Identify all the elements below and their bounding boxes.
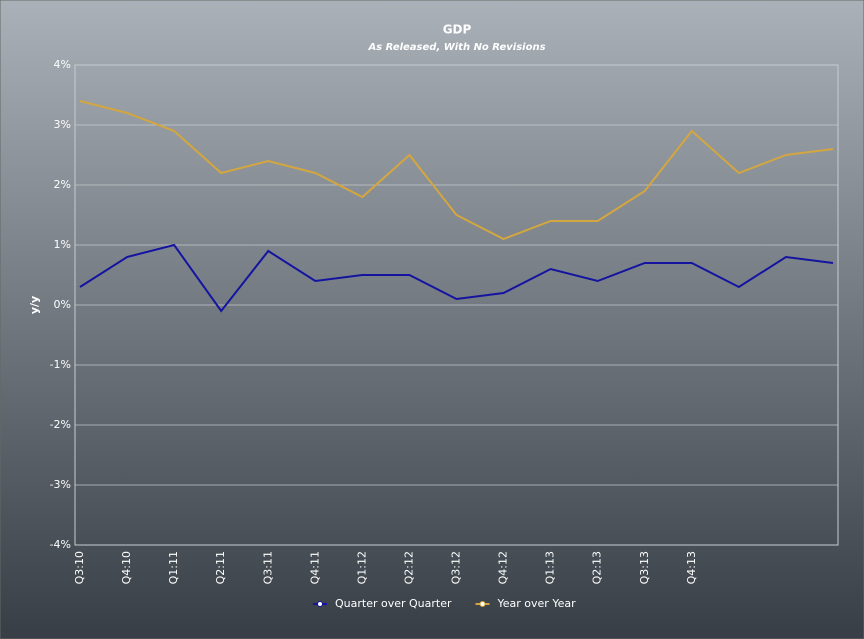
series-line [79,100,834,241]
x-tick-label: Q3:11 [261,551,274,584]
x-tick-label: Q1:13 [544,551,557,584]
y-tick-label: -3% [50,478,71,491]
x-tick-label: Q2:11 [214,551,227,584]
x-tick-label: Q4:12 [497,551,510,584]
legend-label: Quarter over Quarter [335,597,452,610]
y-tick-label: 4% [54,58,71,71]
y-tick-label: -2% [50,418,71,431]
x-tick-label: Q2:13 [591,551,604,584]
legend-marker [317,601,323,607]
y-axis-label: y/y [28,296,41,314]
series-line [79,243,834,313]
y-tick-label: 1% [54,238,71,251]
legend-label: Year over Year [497,597,577,610]
x-tick-label: Q4:11 [308,551,321,584]
x-tick-label: Q4:13 [685,551,698,584]
y-tick-label: -1% [50,358,71,371]
y-tick-label: 0% [54,298,71,311]
x-tick-label: Q1:11 [167,551,180,584]
y-tick-label: -4% [50,538,71,551]
y-tick-label: 3% [54,118,71,131]
chart-title: GDP [443,23,472,37]
legend-marker [479,601,486,607]
chart-subtitle: As Released, With No Revisions [367,42,545,53]
x-tick-label: Q3:10 [73,551,86,584]
y-tick-label: 2% [54,178,71,191]
x-tick-label: Q3:13 [638,551,651,584]
x-tick-label: Q4:10 [120,551,133,584]
x-tick-label: Q3:12 [450,551,463,584]
x-tick-label: Q1:12 [355,551,368,584]
x-tick-label: Q2:12 [402,551,415,584]
